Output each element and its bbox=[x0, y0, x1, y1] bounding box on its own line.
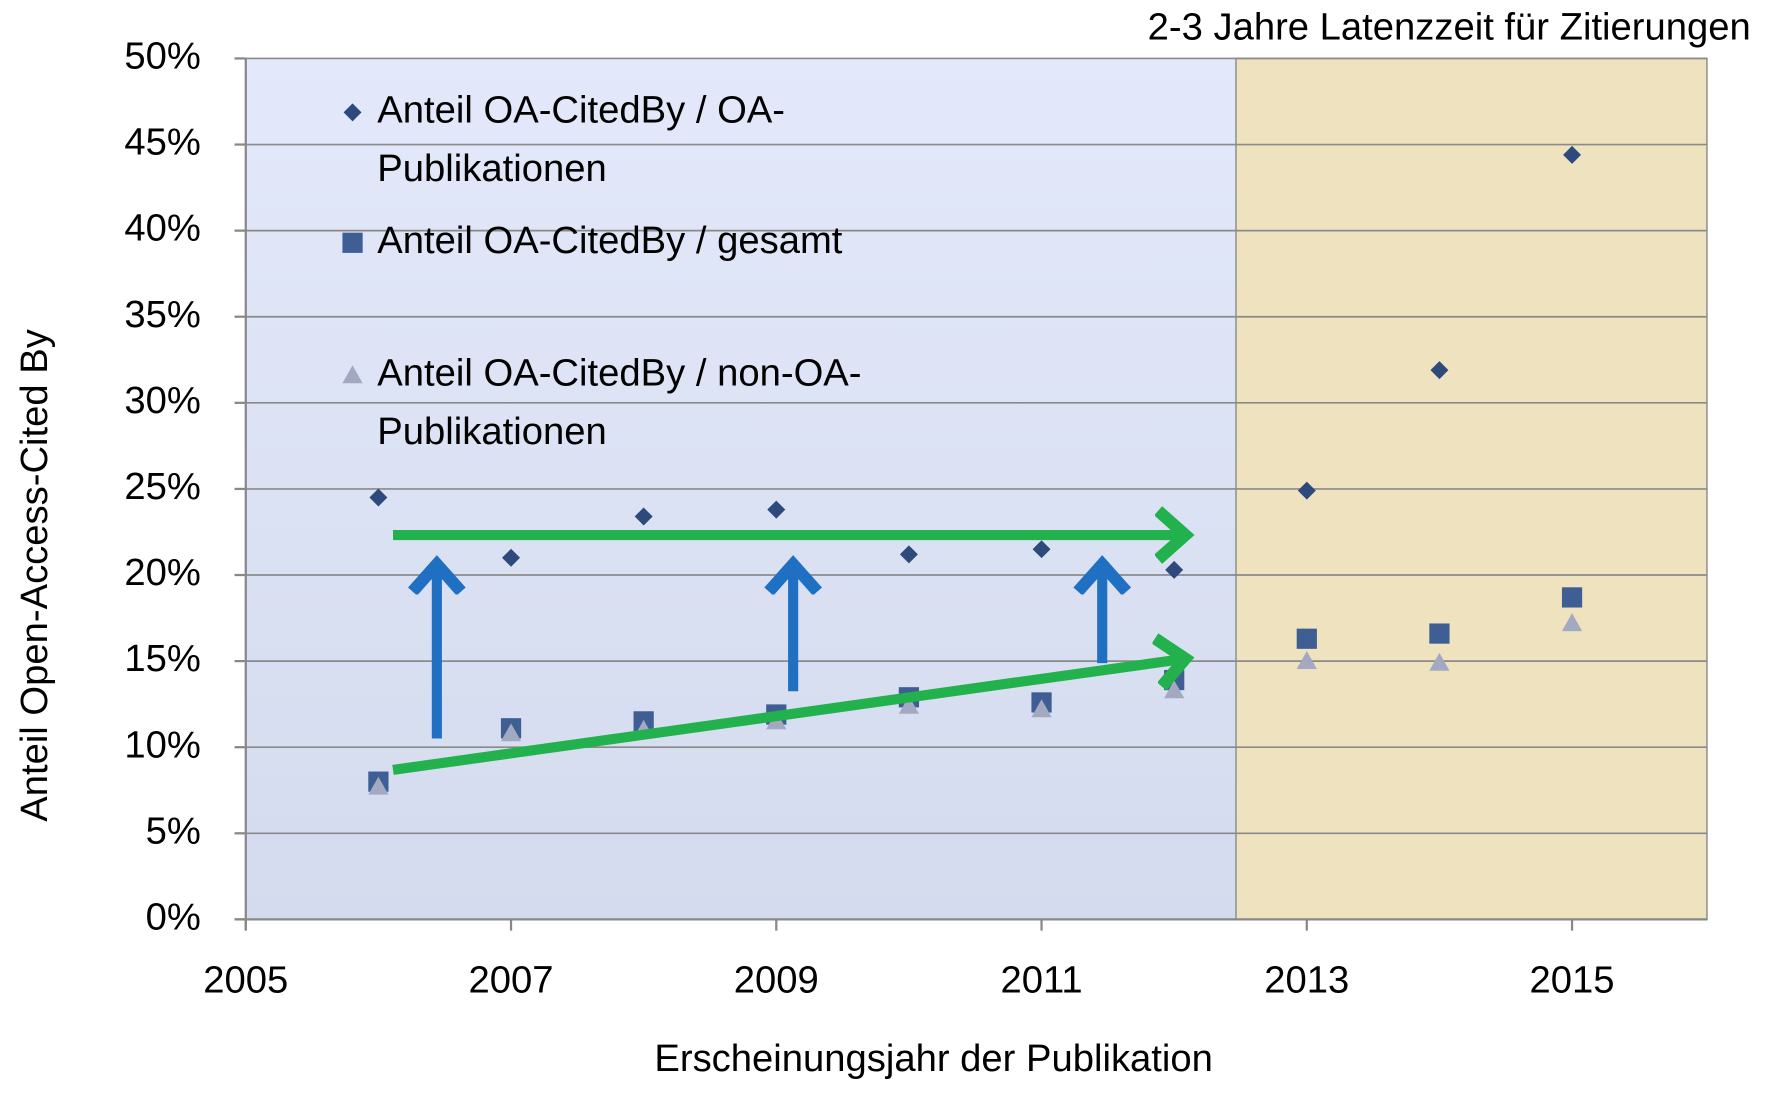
point bbox=[1430, 361, 1449, 380]
x-axis-title: Erscheinungsjahr der Publikation bbox=[654, 1037, 1213, 1080]
y-tick-label: 20% bbox=[124, 551, 200, 594]
x-tick-label: 2005 bbox=[203, 958, 288, 1001]
point bbox=[368, 776, 389, 795]
legend-label: Anteil OA-CitedBy / OA-Publikationen bbox=[377, 88, 786, 190]
y-tick-label: 40% bbox=[124, 207, 200, 250]
y-tick-label: 25% bbox=[124, 465, 200, 508]
legend-marker bbox=[342, 232, 363, 253]
point bbox=[1296, 651, 1317, 669]
point bbox=[502, 548, 521, 567]
y-tick-label: 15% bbox=[124, 637, 200, 680]
legend-label: Anteil OA-CitedBy / non-OA-Publikationen bbox=[377, 351, 862, 453]
y-tick-label: 30% bbox=[124, 379, 200, 422]
point bbox=[369, 488, 388, 507]
x-tick-label: 2011 bbox=[1000, 958, 1082, 1001]
point bbox=[500, 723, 522, 742]
y-tick-label: 0% bbox=[146, 895, 201, 938]
point bbox=[898, 695, 920, 714]
x-tick-label: 2007 bbox=[469, 958, 554, 1001]
point bbox=[1429, 652, 1450, 671]
legend-marker bbox=[342, 365, 363, 384]
legend-label: Anteil OA-CitedBy / gesamt bbox=[377, 219, 843, 262]
point bbox=[1296, 628, 1317, 649]
point bbox=[1031, 699, 1052, 718]
y-tick-label: 45% bbox=[124, 121, 200, 164]
legend-entry: Anteil OA-CitedBy / gesamt bbox=[377, 219, 843, 262]
y-tick-label: 50% bbox=[124, 35, 200, 78]
point bbox=[1563, 145, 1582, 164]
x-tick-label: 2009 bbox=[734, 958, 819, 1001]
annotation: 2-3 Jahre Latenzzeit für Zitierungen bbox=[1148, 5, 1751, 48]
y-axis-title: Anteil Open-Access-Cited By bbox=[13, 328, 56, 821]
x-tick-label: 2015 bbox=[1530, 958, 1615, 1001]
arrow bbox=[392, 659, 1185, 775]
y-tick-label: 35% bbox=[124, 293, 200, 336]
arrows bbox=[392, 535, 1185, 775]
x-tick-label: 2013 bbox=[1264, 958, 1349, 1001]
point bbox=[1561, 613, 1583, 632]
y-tick-label: 5% bbox=[146, 809, 201, 852]
point bbox=[634, 507, 653, 526]
legend-marker bbox=[343, 103, 362, 122]
point bbox=[1429, 623, 1450, 644]
legend-entry: Anteil OA-CitedBy / non-OA-Publikationen bbox=[377, 351, 862, 453]
legend-entry: Anteil OA-CitedBy / OA-Publikationen bbox=[377, 88, 786, 190]
y-tick-label: 10% bbox=[124, 723, 200, 766]
point bbox=[1561, 587, 1583, 608]
point bbox=[1297, 481, 1316, 500]
